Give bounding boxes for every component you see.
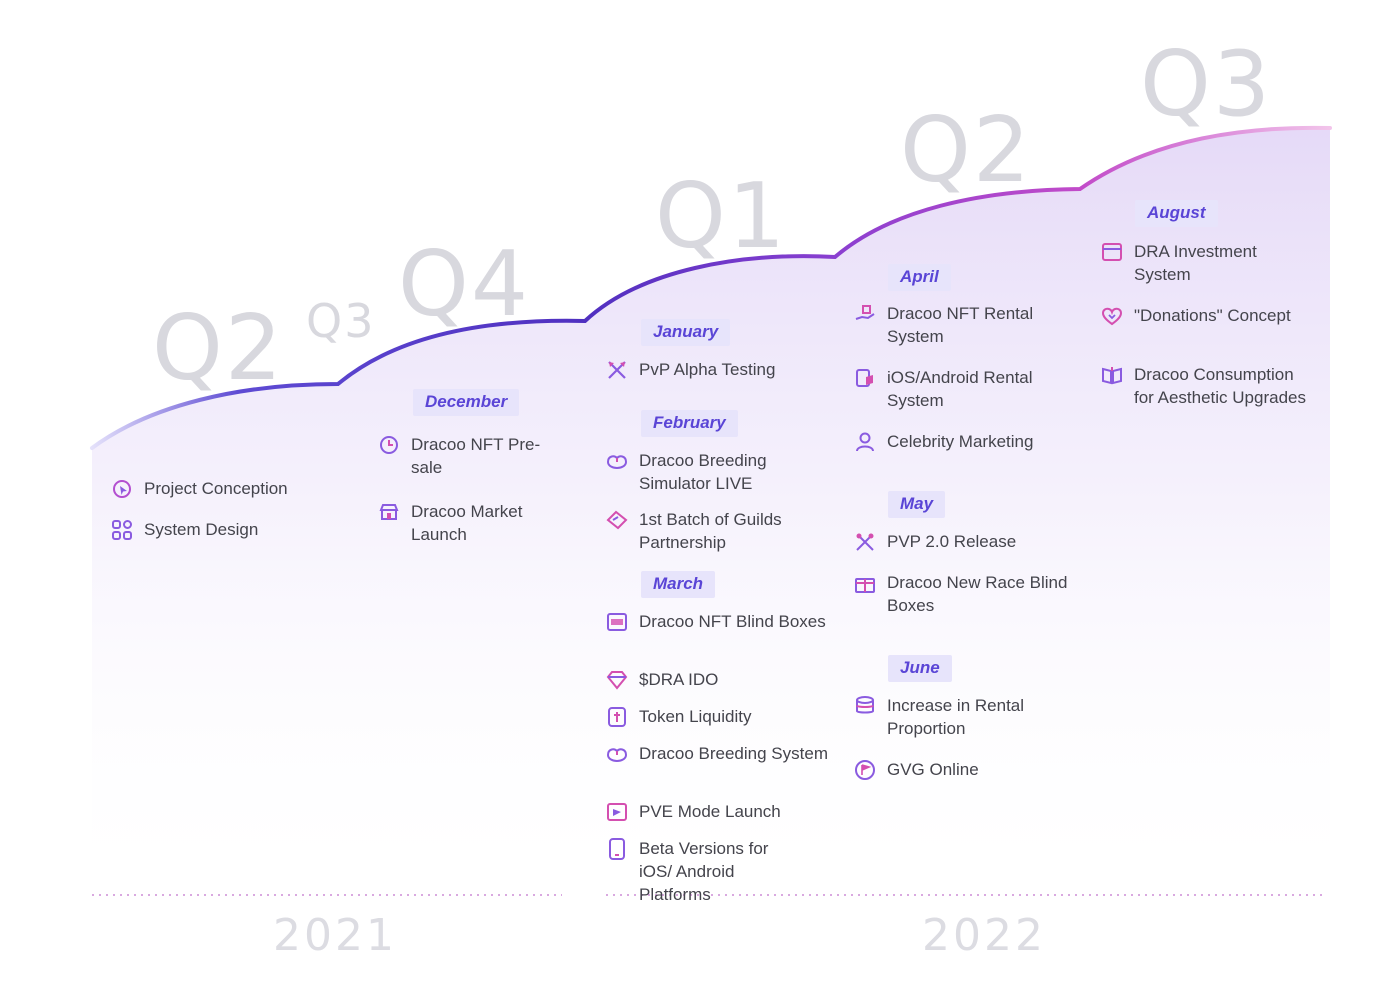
egg-icon — [606, 450, 628, 472]
milestone-label: DRA Investment System — [1134, 242, 1257, 284]
year-label-2022: 2022 — [922, 910, 1046, 961]
book-icon — [1101, 364, 1123, 386]
milestone-label: Dracoo NFT Rental System — [887, 304, 1034, 346]
milestone-guilds-partnership: 1st Batch of Guilds Partnership — [606, 508, 836, 554]
quarter-label-q2-2021: Q2 — [152, 296, 285, 401]
milestone-market-launch: Dracoo Market Launch — [378, 500, 558, 546]
rental-hand-icon — [854, 303, 876, 325]
quarter-label-q2-2022: Q2 — [900, 98, 1033, 203]
milestone-nft-presale: Dracoo NFT Pre-sale — [378, 433, 558, 479]
coins-icon — [854, 695, 876, 717]
month-badge-may: May — [888, 491, 946, 518]
milestone-label: Increase in Rental Proportion — [887, 696, 1025, 738]
flag-icon — [854, 759, 876, 781]
milestone-pvp-2: PVP 2.0 Release — [854, 530, 1084, 553]
milestone-label: 1st Batch of Guilds Partnership — [639, 510, 782, 552]
milestone-system-design: System Design — [111, 518, 341, 541]
heart-icon — [1101, 305, 1123, 327]
milestone-label: $DRA IDO — [639, 670, 719, 689]
milestone-dra-ido: $DRA IDO — [606, 668, 836, 691]
year-label-2021: 2021 — [273, 910, 397, 961]
quarter-label-q3-2022: Q3 — [1140, 32, 1273, 137]
diamond-icon — [606, 669, 628, 691]
project-conception-icon — [111, 478, 133, 500]
milestone-investment-system: DRA Investment System — [1101, 240, 1301, 286]
milestone-breeding-simulator: Dracoo Breeding Simulator LIVE — [606, 449, 836, 495]
pve-icon — [606, 801, 628, 823]
wallet-icon — [1101, 241, 1123, 263]
milestone-label: "Donations" Concept — [1134, 306, 1291, 325]
app-rental-icon — [854, 367, 876, 389]
handshake-icon — [606, 509, 628, 531]
egg-icon — [606, 743, 628, 765]
milestone-label: System Design — [144, 520, 259, 539]
timeline-curve — [90, 125, 1332, 450]
milestone-beta-versions: Beta Versions for iOS/ Android Platforms — [606, 837, 806, 906]
pvp-icon — [854, 531, 876, 553]
milestone-nft-rental: Dracoo NFT Rental System — [854, 302, 1084, 348]
quarter-label-q3-2021: Q3 — [306, 294, 376, 348]
mobile-icon — [606, 838, 628, 860]
milestone-celebrity-marketing: Celebrity Marketing — [854, 430, 1084, 453]
milestone-label: Project Conception — [144, 479, 288, 498]
milestone-label: GVG Online — [887, 760, 979, 779]
market-icon — [378, 501, 400, 523]
clock-icon — [378, 434, 400, 456]
token-icon — [606, 706, 628, 728]
milestone-label: Beta Versions for iOS/ Android Platforms — [639, 839, 769, 904]
milestone-label: Dracoo NFT Pre-sale — [411, 435, 541, 477]
milestone-label: Celebrity Marketing — [887, 432, 1034, 451]
month-badge-march: March — [641, 571, 716, 598]
milestone-label: iOS/Android Rental System — [887, 368, 1033, 410]
milestone-label: Dracoo Breeding Simulator LIVE — [639, 451, 767, 493]
person-icon — [854, 431, 876, 453]
milestone-breeding-system: Dracoo Breeding System — [606, 742, 836, 765]
milestone-new-race-blind-boxes: Dracoo New Race Blind Boxes — [854, 571, 1084, 617]
gift-icon — [854, 572, 876, 594]
quarter-label-q4-2021: Q4 — [398, 232, 531, 337]
milestone-label: Dracoo Consumption for Aesthetic Upgrade… — [1134, 365, 1306, 407]
month-badge-april: April — [888, 264, 951, 291]
month-badge-february: February — [641, 410, 738, 437]
month-badge-august: August — [1135, 200, 1218, 227]
milestone-rental-proportion: Increase in Rental Proportion — [854, 694, 1084, 740]
month-badge-january: January — [641, 319, 731, 346]
month-badge-december: December — [413, 389, 520, 416]
milestone-donations-concept: "Donations" Concept — [1101, 304, 1301, 327]
area-fill — [92, 127, 1330, 900]
milestone-label: Dracoo Breeding System — [639, 744, 828, 763]
milestone-gvg-online: GVG Online — [854, 758, 1084, 781]
milestone-nft-blind-boxes: Dracoo NFT Blind Boxes — [606, 610, 836, 633]
swords-icon — [606, 359, 628, 381]
milestone-label: PVP 2.0 Release — [887, 532, 1017, 551]
system-design-icon — [111, 519, 133, 541]
milestone-aesthetic-upgrades: Dracoo Consumption for Aesthetic Upgrade… — [1101, 363, 1311, 409]
nft-box-icon — [606, 611, 628, 633]
milestone-label: Dracoo NFT Blind Boxes — [639, 612, 826, 631]
milestone-project-conception: Project Conception — [111, 477, 341, 500]
milestone-label: PvP Alpha Testing — [639, 360, 776, 379]
milestone-label: Dracoo Market Launch — [411, 502, 523, 544]
milestone-pve-mode: PVE Mode Launch — [606, 800, 836, 823]
milestone-token-liquidity: Token Liquidity — [606, 705, 836, 728]
milestone-label: PVE Mode Launch — [639, 802, 781, 821]
milestone-pvp-alpha: PvP Alpha Testing — [606, 358, 836, 381]
quarter-label-q1-2022: Q1 — [655, 164, 788, 269]
milestone-label: Token Liquidity — [639, 707, 752, 726]
milestone-label: Dracoo New Race Blind Boxes — [887, 573, 1068, 615]
month-badge-june: June — [888, 655, 952, 682]
milestone-app-rental: iOS/Android Rental System — [854, 366, 1084, 412]
